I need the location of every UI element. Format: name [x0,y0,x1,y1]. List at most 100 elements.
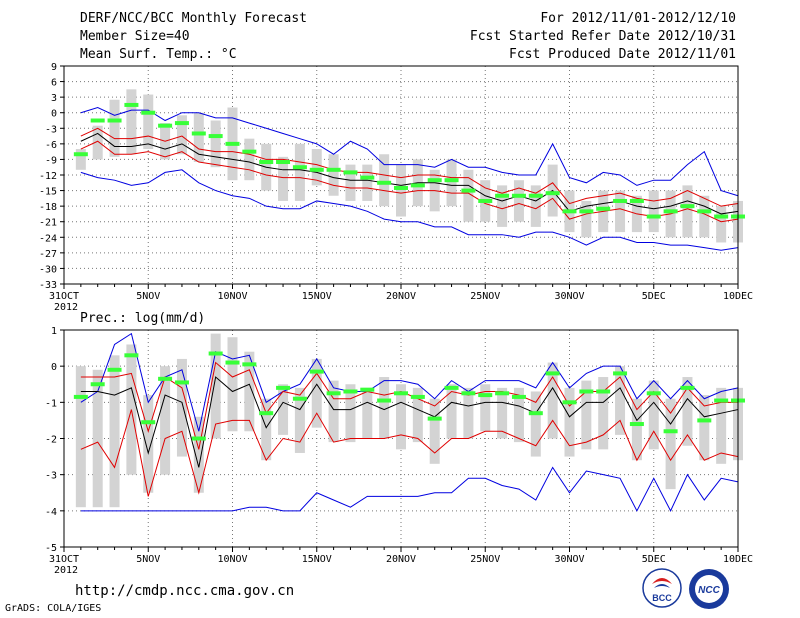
forecast-produced-date: Fcst Produced Date 2012/11/01 [509,47,736,62]
temp-spread-bar [396,164,406,217]
temp-xtick-label: 5DEC [642,291,666,302]
prec-control-marker [309,369,324,374]
temp-ytick-label: -18 [39,202,57,213]
temp-spread-bar [716,206,727,243]
temp-spread-bar [497,185,508,227]
temp-spread-bar [446,159,457,207]
temp-control-marker [326,167,341,172]
temp-control-marker [663,209,678,214]
temp-spread-bar [581,200,592,238]
temp-control-marker [174,121,189,126]
temp-spread-bar [699,195,710,238]
temp-line-upper-outer [80,106,739,197]
prec-ytick-label: -3 [45,471,57,482]
temp-control-marker [629,198,644,203]
prec-year-label: 2012 [54,565,78,576]
temp-ytick-label: 3 [51,93,57,104]
prec-control-marker [410,394,425,399]
temp-spread-bar [345,164,356,201]
temp-xtick-label: 30NOV [554,291,584,302]
temp-control-marker [613,198,628,203]
temp-control-marker [90,118,105,123]
temp-control-marker [158,123,173,128]
temp-spread-bar [615,190,626,233]
prec-line-lower-outer [80,466,739,512]
temp-spread-bar [311,149,322,186]
temp-control-marker [225,141,240,146]
prec-control-marker [478,393,493,398]
temp-ytick-label: -6 [45,140,57,151]
prec-spread-bar [261,398,272,461]
temp-spread-bar [463,169,474,222]
prec-spread-bar [463,387,474,439]
temp-control-marker [259,160,274,165]
prec-control-marker [697,418,712,423]
temp-ytick-label: -15 [39,187,57,198]
temp-line-lower-inner [80,140,739,223]
prec-control-marker [141,420,156,425]
prec-control-marker [562,400,577,405]
temp-control-marker [141,110,156,115]
prec-panel-title: Prec.: log(mm/d) [80,311,205,326]
temp-control-marker [562,209,577,214]
temp-control-marker [528,193,543,198]
prec-spread-bar [160,366,171,475]
temp-control-marker [191,131,206,136]
temp-control-marker [377,180,392,185]
prec-control-marker [73,394,88,399]
prec-spread-bar [547,362,558,439]
temp-control-marker [343,170,358,175]
temp-year-label: 2012 [54,302,78,313]
prec-spread-bar [362,387,373,439]
prec-ytick-label: -5 [45,543,57,554]
temp-ytick-label: -3 [45,124,57,135]
prec-spread-bar [682,377,693,446]
temp-ytick-label: -12 [39,171,57,182]
temp-spread-bar [530,185,541,227]
temp-control-marker [680,204,695,209]
temp-xtick-label: 15NOV [302,291,332,302]
prec-control-marker [208,351,223,356]
temp-control-marker [714,214,729,219]
prec-control-marker [259,411,274,416]
temp-control-marker [427,178,442,183]
source-url[interactable]: http://cmdp.ncc.cma.gov.cn [75,583,295,599]
prec-xtick-label: 25NOV [470,554,500,565]
prec-control-marker [90,382,105,387]
temp-xtick-label: 10DEC [723,291,753,302]
temp-control-marker [394,185,408,190]
temp-control-marker [242,149,257,154]
prec-spread-bar [480,384,491,432]
temp-control-marker [410,183,425,188]
prec-line-upper-inner [80,361,738,450]
temp-ytick-label: -30 [39,264,57,275]
prec-xtick-label: 5DEC [642,554,666,565]
prec-control-marker [377,398,392,403]
forecast-start-date: Fcst Started Refer Date 2012/10/31 [469,29,736,44]
temp-xtick-label: 31OCT [49,291,79,302]
temp-spread-bar [648,190,659,233]
prec-xtick-label: 10NOV [217,554,247,565]
temp-spread-bar [244,138,255,181]
temp-line-upper-inner [80,127,739,207]
prec-control-marker [394,391,408,396]
prec-control-marker [680,385,695,390]
temp-control-marker [444,178,459,183]
prec-control-marker [528,411,543,416]
prec-spread-bar [716,387,727,464]
temp-ytick-label: -33 [39,280,57,291]
prec-spread-bar [497,387,508,439]
prec-control-marker [613,371,628,376]
temp-xtick-label: 5NOV [136,291,160,302]
prec-spread-bar [564,387,575,457]
temp-spread-bar [513,180,524,222]
temp-control-marker [124,102,139,107]
prec-spread-bar [631,398,642,461]
prec-ytick-label: -1 [45,398,57,409]
temp-spread-bar [210,120,221,168]
prec-spread-bar [244,351,255,432]
prec-spread-bar [412,387,423,443]
variable-label: Mean Surf. Temp.: °C [80,47,237,62]
prec-control-marker [629,422,644,427]
prec-spread-bar [143,395,154,493]
